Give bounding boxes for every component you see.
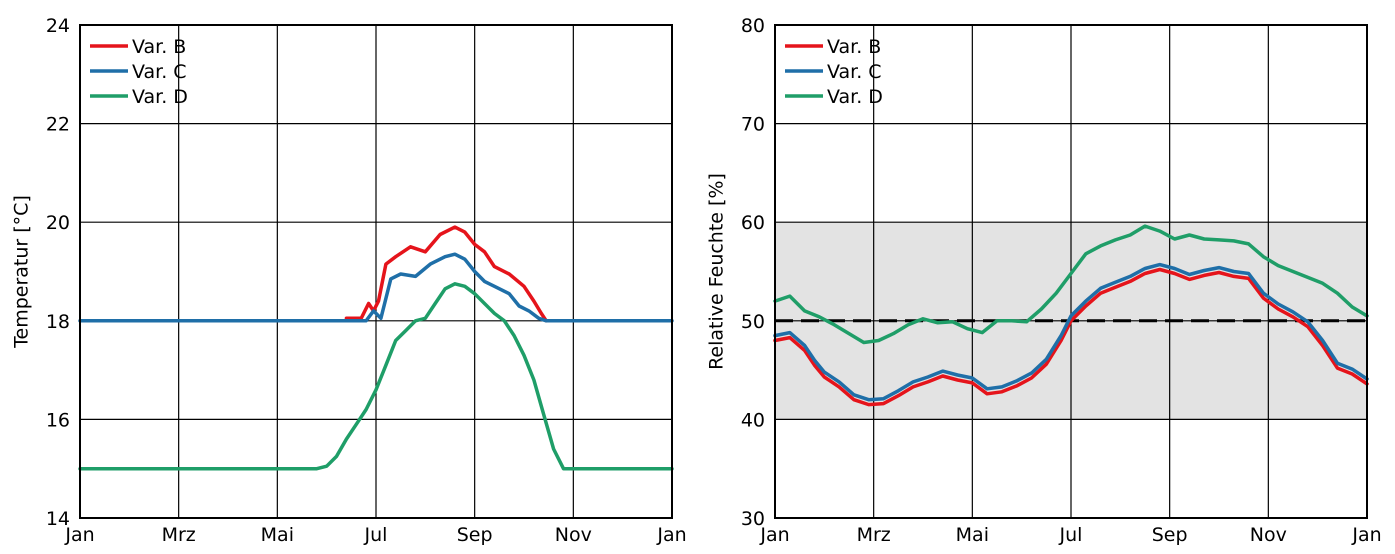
legend-label: Var. C (132, 61, 187, 83)
x-tick-label: Mai (261, 524, 294, 546)
series-line-var-c (78, 252, 674, 323)
legend-label: Var. B (827, 36, 881, 58)
y-tick-label: 40 (741, 409, 765, 431)
legend-label: Var. B (132, 36, 186, 58)
series-line-var-b (773, 267, 1369, 407)
x-tick-label: Jul (364, 524, 388, 546)
x-tick-label: Sep (457, 524, 493, 546)
x-tick-label: Nov (1250, 524, 1287, 546)
legend-label: Var. D (132, 86, 188, 108)
series-line-var-d (773, 224, 1369, 345)
y-tick-label: 16 (46, 409, 70, 431)
y-tick-label: 24 (46, 15, 70, 37)
temperature-chart: 14 16 18 20 22 24 Jan Mrz Mai Jul Sep Nov Jan Tempera… (11, 15, 687, 546)
legend-label: Var. C (827, 61, 882, 83)
y-tick-label: 18 (46, 311, 70, 333)
x-tick-label: Sep (1152, 524, 1188, 546)
y-tick-label: 22 (46, 114, 70, 136)
x-tick-label: Mrz (162, 524, 196, 546)
x-tick-label: Jan (759, 524, 789, 546)
x-tick-label: Mrz (857, 524, 891, 546)
series-line-var-d (78, 282, 674, 471)
y-tick-label: 70 (741, 114, 765, 136)
plot-frame (79, 24, 673, 519)
y-tick-label: 30 (741, 508, 765, 530)
series-line-var-c (773, 262, 1369, 402)
y-tick-label: 14 (46, 508, 70, 530)
x-tick-label: Nov (555, 524, 592, 546)
y-tick-label: 80 (741, 15, 765, 37)
plot-frame (774, 24, 1368, 519)
x-tick-label: Jul (1059, 524, 1083, 546)
y-tick-label: 50 (741, 311, 765, 333)
legend-label: Var. D (827, 86, 883, 108)
x-tick-label: Jan (656, 524, 686, 546)
y-axis-label: Temperatur [°C] (11, 195, 33, 349)
x-tick-label: Mai (956, 524, 989, 546)
x-tick-label: Jan (64, 524, 94, 546)
y-tick-label: 20 (46, 212, 70, 234)
humidity-chart: 30 40 50 60 70 80 Jan Mrz Mai Jul Sep Nov Jan Relativ… (706, 15, 1382, 546)
x-tick-label: Jan (1351, 524, 1381, 546)
y-tick-label: 60 (741, 212, 765, 234)
series-line-var-b (344, 225, 548, 323)
y-axis-label: Relative Feuchte [%] (706, 173, 728, 370)
